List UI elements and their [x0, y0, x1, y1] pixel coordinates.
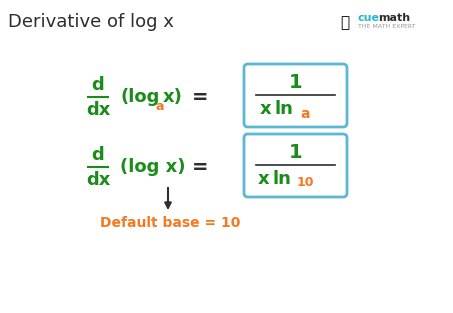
Text: (log: (log — [120, 88, 159, 106]
Text: (log x): (log x) — [120, 158, 185, 176]
Text: =: = — [192, 157, 208, 177]
Text: 1: 1 — [289, 142, 302, 162]
Text: x): x) — [163, 88, 183, 106]
Text: a: a — [300, 107, 309, 121]
Text: dx: dx — [86, 171, 110, 189]
Text: cue: cue — [358, 13, 380, 23]
Text: d: d — [92, 76, 104, 94]
Text: ln: ln — [275, 100, 294, 118]
Text: a: a — [155, 100, 164, 112]
Text: 🚀: 🚀 — [340, 15, 349, 30]
Text: x: x — [260, 100, 272, 118]
Text: =: = — [192, 88, 208, 106]
Text: math: math — [378, 13, 410, 23]
Text: Derivative of log x: Derivative of log x — [8, 13, 174, 31]
FancyBboxPatch shape — [244, 134, 347, 197]
Text: dx: dx — [86, 101, 110, 119]
Text: THE MATH EXPERT: THE MATH EXPERT — [358, 24, 415, 29]
Text: 1: 1 — [289, 73, 302, 91]
Text: d: d — [92, 146, 104, 164]
Text: Default base = 10: Default base = 10 — [100, 216, 240, 230]
Text: ln: ln — [273, 170, 292, 188]
FancyBboxPatch shape — [244, 64, 347, 127]
Text: x: x — [258, 170, 270, 188]
Text: 10: 10 — [297, 177, 314, 189]
